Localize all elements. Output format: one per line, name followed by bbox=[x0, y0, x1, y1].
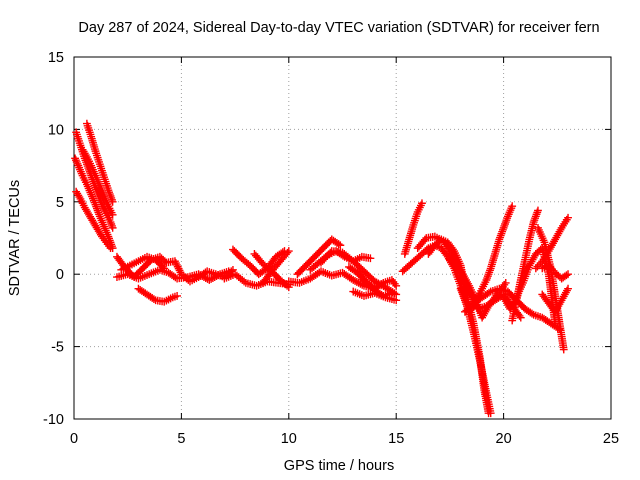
data-point bbox=[173, 292, 182, 300]
data-point bbox=[564, 284, 572, 293]
data-point bbox=[392, 296, 401, 305]
data-marks bbox=[71, 119, 572, 418]
y-tick-label: 0 bbox=[56, 267, 64, 283]
x-tick-label: 25 bbox=[603, 431, 619, 447]
data-point bbox=[534, 206, 542, 215]
data-point bbox=[108, 210, 117, 219]
data-point bbox=[516, 313, 525, 322]
data-point bbox=[392, 281, 401, 290]
data-point bbox=[508, 202, 517, 211]
chart-title: Day 287 of 2024, Sidereal Day-to-day VTE… bbox=[78, 20, 599, 36]
data-point bbox=[388, 289, 396, 297]
data-point bbox=[366, 254, 375, 263]
x-tick-label: 0 bbox=[70, 431, 78, 447]
data-point bbox=[108, 223, 117, 232]
x-tick-label: 20 bbox=[496, 431, 512, 447]
y-tick-label: -5 bbox=[51, 340, 64, 356]
data-point bbox=[336, 241, 345, 250]
data-point bbox=[501, 278, 510, 287]
y-tick-label: -10 bbox=[43, 412, 64, 428]
y-tick-label: 10 bbox=[48, 122, 64, 138]
data-point bbox=[284, 247, 293, 255]
data-point bbox=[418, 199, 426, 208]
y-tick-label: 5 bbox=[56, 195, 64, 211]
plot-frame bbox=[73, 56, 612, 420]
data-point bbox=[564, 213, 572, 222]
x-tick-label: 15 bbox=[388, 431, 404, 447]
axis-ticks: 0 5 10 15 20 25 -10 -5 0 5 10 15 bbox=[43, 50, 619, 447]
data-point bbox=[484, 409, 493, 418]
x-axis-label: GPS time / hours bbox=[284, 458, 394, 474]
data-point bbox=[559, 345, 568, 354]
x-tick-label: 10 bbox=[281, 431, 297, 447]
x-tick-label: 5 bbox=[177, 431, 185, 447]
data-point bbox=[564, 270, 572, 279]
y-axis-label: SDTVAR / TECUs bbox=[7, 180, 23, 296]
data-point bbox=[106, 244, 115, 253]
data-point bbox=[160, 264, 169, 273]
y-tick-label: 15 bbox=[48, 50, 64, 66]
